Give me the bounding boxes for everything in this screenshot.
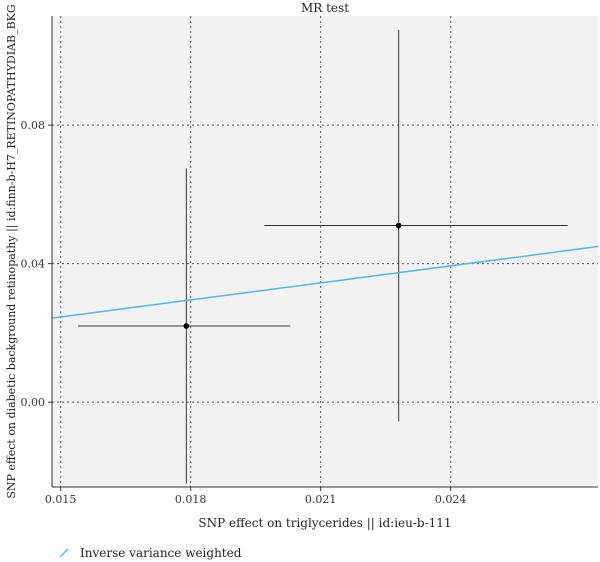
facet-strip — [52, 0, 598, 16]
y-tick-label-2: 0.08 — [21, 119, 46, 132]
panel-title: MR test — [301, 1, 349, 15]
snp-point-1 — [395, 222, 402, 229]
legend-key-line — [59, 548, 69, 558]
y-tick-label-1: 0.04 — [21, 258, 46, 271]
strip-background — [52, 0, 598, 16]
y-tick-labels: 0.00 0.04 0.08 — [21, 119, 46, 409]
x-tick-label-0: 0.015 — [45, 493, 77, 506]
x-tick-labels: 0.015 0.018 0.021 0.024 — [45, 493, 467, 506]
x-tick-label-3: 0.024 — [435, 493, 467, 506]
y-tick-label-0: 0.00 — [21, 396, 46, 409]
x-tick-label-1: 0.018 — [175, 493, 207, 506]
legend-label-ivw: Inverse variance weighted — [80, 546, 242, 560]
panel-background — [52, 16, 598, 487]
x-tick-label-2: 0.021 — [305, 493, 337, 506]
regression-lines — [52, 245, 598, 319]
grid-lines — [52, 16, 598, 487]
data-points — [183, 222, 402, 329]
plot-panel — [52, 16, 598, 487]
legend-key-ivw — [59, 548, 69, 558]
ivw-line-0 — [52, 245, 598, 319]
axes — [48, 16, 598, 491]
snp-point-0 — [183, 323, 190, 329]
x-axis-title: SNP effect on triglycerides || id:ieu-b-… — [198, 516, 451, 530]
legend: Inverse variance weighted — [59, 546, 242, 560]
y-axis-title: SNP effect on diabetic background retino… — [5, 4, 19, 498]
